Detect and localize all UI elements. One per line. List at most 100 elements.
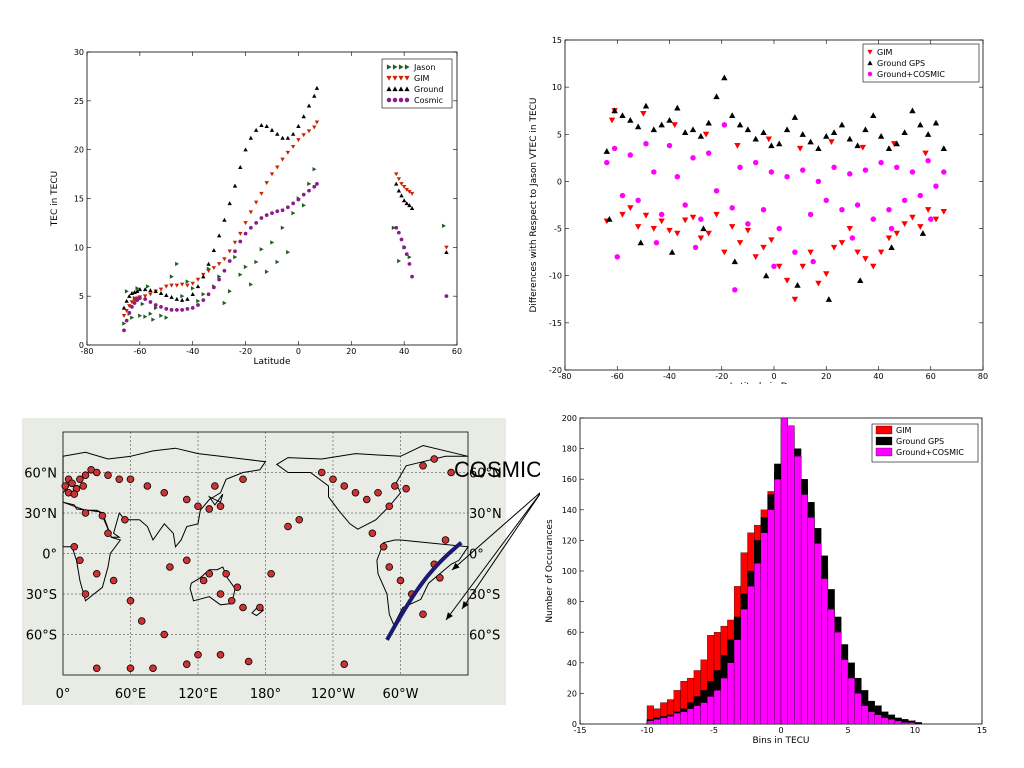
data-point (796, 145, 804, 152)
data-point (137, 296, 142, 300)
data-point (174, 283, 180, 288)
data-point (666, 116, 673, 123)
data-point (859, 144, 867, 151)
legend-marker (386, 64, 392, 70)
data-point (642, 212, 650, 219)
data-point (846, 135, 853, 142)
data-point (729, 205, 735, 211)
map-longitude-label: 60°E (115, 687, 146, 702)
arrow-head (452, 562, 460, 570)
station-marker (126, 596, 135, 605)
histogram-bar (841, 659, 849, 725)
y-tick-label: 30 (74, 48, 84, 57)
data-point (671, 122, 678, 129)
data-point (185, 296, 190, 301)
plot-frame (564, 39, 984, 371)
data-point (201, 292, 206, 297)
y-tick-label: 15 (74, 195, 84, 204)
data-point (124, 298, 129, 303)
data-point (823, 197, 829, 204)
histogram-bar (847, 677, 855, 725)
histogram-bar (787, 425, 795, 725)
data-point (760, 244, 767, 251)
data-point (731, 258, 739, 265)
y-tick-label: 80 (567, 598, 577, 607)
y-tick-label: 180 (562, 445, 577, 454)
data-point (201, 298, 206, 302)
data-point (169, 294, 174, 299)
data-point (870, 216, 876, 222)
station-marker (419, 461, 427, 470)
data-point (807, 138, 814, 145)
data-point (854, 202, 861, 208)
data-point (846, 226, 853, 232)
station-marker (194, 502, 202, 511)
data-point (227, 259, 232, 263)
data-point (206, 261, 211, 266)
legend-label: GIM (877, 48, 893, 57)
histogram-bar (747, 586, 755, 725)
legend-marker (386, 97, 392, 103)
data-point (877, 249, 885, 256)
x-tick-label: 0 (296, 347, 301, 356)
station-marker (216, 502, 225, 511)
data-point (713, 211, 720, 218)
data-point (280, 157, 285, 162)
x-tick-label: -40 (186, 347, 199, 356)
histogram-bar (827, 609, 835, 725)
data-point (924, 131, 932, 137)
data-point (312, 125, 317, 130)
data-point (681, 129, 689, 135)
station-marker (199, 576, 208, 585)
y-tick-label: 5 (79, 292, 84, 301)
legend-marker (386, 86, 392, 92)
station-marker (216, 590, 225, 598)
data-point (253, 200, 259, 205)
data-point (619, 211, 626, 218)
y-tick-label: 0 (79, 341, 84, 350)
data-point (312, 167, 317, 172)
data-point (862, 256, 869, 262)
data-point (792, 249, 798, 255)
station-marker (227, 596, 236, 605)
data-point (296, 197, 301, 202)
data-point (174, 307, 179, 312)
data-point (932, 119, 940, 126)
data-point (839, 206, 845, 213)
data-point (768, 142, 775, 149)
x-tick-label: -40 (663, 372, 676, 381)
data-point (444, 245, 449, 250)
data-point (627, 205, 634, 212)
data-point (399, 182, 404, 187)
legend-swatch (875, 447, 893, 457)
data-point (396, 230, 401, 235)
data-point (637, 239, 644, 246)
histogram-bar (914, 722, 922, 725)
data-point (394, 172, 399, 177)
annotation-arrow (445, 492, 540, 621)
legend-label: Cosmic (414, 96, 443, 105)
station-marker (98, 511, 107, 520)
data-point (815, 145, 822, 151)
data-point (909, 107, 916, 114)
data-point (794, 281, 801, 288)
data-point (222, 300, 227, 306)
y-tick-label: 10 (552, 83, 562, 92)
histogram-bar (774, 479, 782, 725)
data-point (402, 245, 407, 250)
data-point (296, 138, 301, 143)
data-point (404, 187, 409, 192)
legend-label: Ground GPS (896, 437, 944, 446)
station-marker (233, 583, 242, 592)
data-point (243, 147, 248, 152)
histogram-bar (687, 708, 695, 725)
station-marker (317, 468, 326, 477)
histogram-bar (908, 722, 916, 725)
data-point (259, 191, 264, 196)
data-point (760, 206, 767, 213)
data-point (232, 183, 238, 188)
data-point (407, 254, 412, 260)
cosmic-annotation: COSMIC (454, 457, 540, 482)
data-point (849, 235, 856, 241)
data-point (878, 159, 884, 166)
